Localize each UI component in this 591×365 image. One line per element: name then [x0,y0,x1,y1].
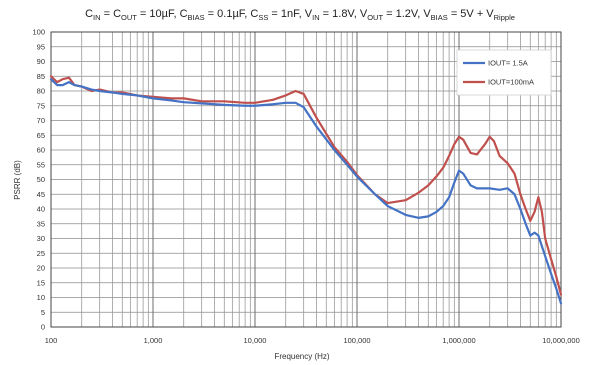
x-axis-label: Frequency (Hz) [274,352,329,361]
y-tick-label: 40 [37,205,45,214]
y-tick-label: 100 [32,28,45,37]
title-subscript: Ripple [494,13,515,22]
title-part: = 5V + V [448,8,495,20]
x-tick-label: 1,000 [144,336,163,345]
y-tick-label: 0 [41,323,45,332]
y-axis-label: PSRR (dB) [13,160,22,200]
title-part: = 1.2V, V [383,8,431,20]
legend-label: IOUT=100mA [488,78,534,87]
title-subscript: BIAS [431,13,448,22]
title-subscript: IN [312,13,320,22]
title-part: = 1nF, V [268,8,312,20]
x-tick-label: 1,000,000 [442,336,475,345]
y-tick-label: 20 [37,264,45,273]
y-tick-label: 30 [37,234,45,243]
series-line-0 [49,78,563,305]
y-tick-label: 60 [37,146,45,155]
y-tick-label: 80 [37,87,45,96]
plot-frame [50,31,562,328]
x-tick-label: 100 [45,336,58,345]
series-line-1 [49,75,563,296]
title-part: = C [101,8,122,20]
legend-box [456,49,552,96]
y-tick-label: 85 [37,72,45,81]
y-tick-label: 70 [37,116,45,125]
title-subscript: OUT [121,13,137,22]
x-tick-label: 100,000 [343,336,370,345]
y-tick-label: 15 [37,278,45,287]
title-part: = 10µF, C [137,8,188,20]
y-tick-label: 65 [37,131,45,140]
y-tick-label: 45 [37,190,45,199]
title-part: C [85,8,93,20]
y-tick-label: 75 [37,101,45,110]
y-tick-label: 50 [37,175,45,184]
chart-title: CIN = COUT = 10µF, CBIAS = 0.1µF, CSS = … [85,8,515,22]
x-tick-labels: 100 1,000 10,000 100,000 1,000,000 10,000,000 [45,336,580,345]
legend-label: IOUT= 1.5A [488,59,528,68]
x-tick-label: 10,000,000 [542,336,580,345]
y-tick-label: 35 [37,219,45,228]
y-tick-label: 90 [37,57,45,66]
y-tick-labels: 0 5 10 15 20 25 30 35 40 45 50 55 60 65 70 75 80 85 90 95 10… [32,28,45,332]
title-subscript: SS [258,13,268,22]
title-subscript: OUT [367,13,383,22]
title-subscript: IN [93,13,101,22]
y-tick-label: 55 [37,160,45,169]
series-layer [49,75,563,305]
y-tick-label: 5 [41,308,45,317]
title-part: = 1.8V, V [320,8,368,20]
y-tick-label: 95 [37,42,45,51]
y-tick-label: 10 [37,293,45,302]
title-subscript: BIAS [188,13,205,22]
x-tick-label: 10,000 [244,336,267,345]
plot-border [50,31,562,328]
legend: IOUT= 1.5A IOUT=100mA [456,49,552,96]
y-tick-label: 25 [37,249,45,258]
title-part: = 0.1µF, C [205,8,259,20]
